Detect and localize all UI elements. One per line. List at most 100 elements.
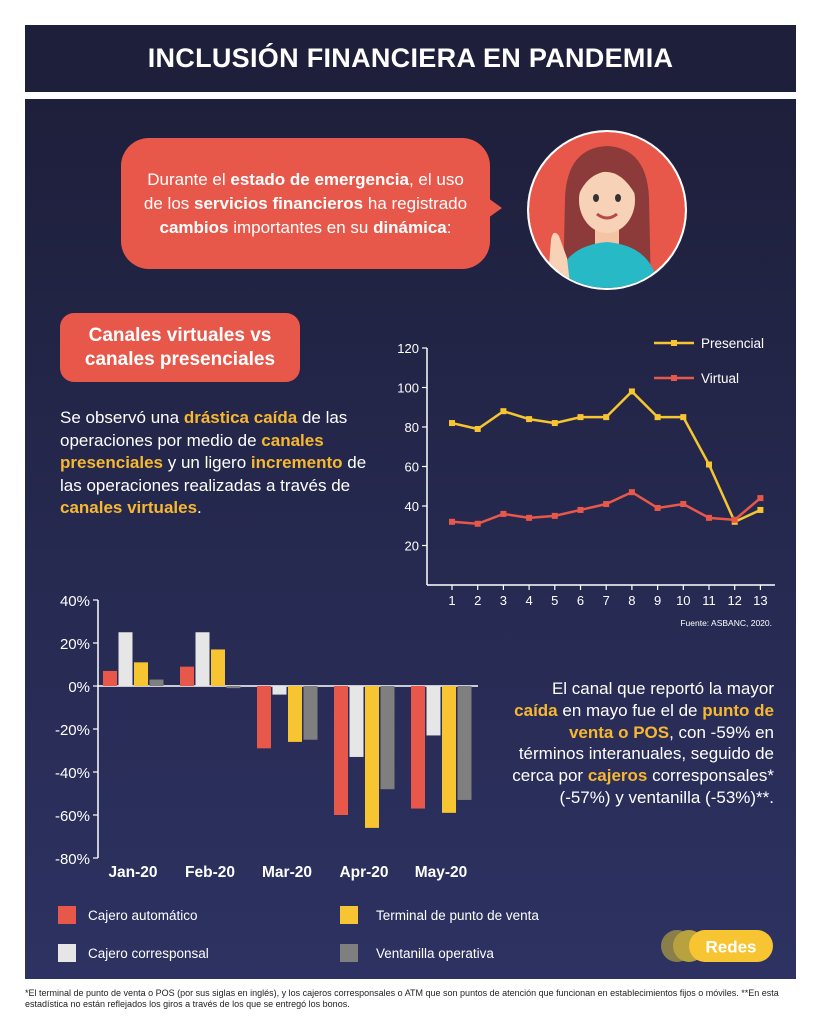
data-point-presencial xyxy=(654,414,661,421)
para-text: de las operaciones realizadas a través d… xyxy=(60,453,367,495)
bar-mar-20 xyxy=(303,686,318,740)
bubble-text: , el uso de los xyxy=(143,169,464,213)
bar-feb-20 xyxy=(180,666,194,686)
y-tick-label: 80 xyxy=(405,420,419,435)
x-tick-label: 2 xyxy=(474,593,481,608)
data-point-presencial xyxy=(680,414,687,421)
redes-logo: Redes xyxy=(661,930,773,962)
legend-terminal-pos: Terminal de punto de venta xyxy=(340,906,539,924)
bubble-text-bold: dinámica xyxy=(373,217,447,237)
bar-feb-20 xyxy=(226,686,241,689)
bar-may-20 xyxy=(426,686,441,736)
data-point-virtual xyxy=(526,514,533,521)
para-text: de las operaciones por medio de xyxy=(60,408,348,450)
data-point-presencial xyxy=(577,414,584,421)
para-text: , con -59% en términos interanuales, seg… xyxy=(512,722,774,786)
x-tick-label: 4 xyxy=(525,593,532,608)
y-tick-label: 20 xyxy=(405,539,419,554)
y-tick-label: 60 xyxy=(405,460,419,475)
legend-swatch xyxy=(340,944,358,962)
data-point-presencial xyxy=(757,506,764,513)
para-highlight: canales virtuales xyxy=(60,498,198,517)
pos-decline-text: El canal que reportó la mayor caída en m… xyxy=(506,678,774,809)
legend-cajero-automatico: Cajero automático xyxy=(58,906,198,924)
bubble-tail xyxy=(488,198,502,218)
bar-mar-20 xyxy=(257,686,271,749)
bubble-text: ha registrado xyxy=(363,193,468,213)
y-tick-label: 120 xyxy=(397,341,419,356)
bar-mar-20 xyxy=(288,686,302,742)
y-tick-label: 40% xyxy=(60,593,90,610)
x-tick-label: May-20 xyxy=(415,864,468,881)
x-tick-label: 11 xyxy=(702,593,716,608)
page-title: INCLUSIÓN FINANCIERA EN PANDEMIA xyxy=(25,25,796,92)
x-tick-label: 10 xyxy=(676,593,690,608)
para-text: . xyxy=(197,498,202,517)
x-tick-label: 1 xyxy=(448,593,455,608)
x-tick-label: 7 xyxy=(603,593,610,608)
legend-marker xyxy=(671,340,677,346)
x-tick-label: 5 xyxy=(551,593,558,608)
para-text: en mayo fue el de xyxy=(557,700,703,720)
data-point-virtual xyxy=(500,510,507,517)
section-title: Canales virtuales vs canales presenciale… xyxy=(60,313,300,382)
bar-jan-20 xyxy=(134,662,148,686)
para-highlight: punto de venta o POS xyxy=(568,700,774,742)
bar-apr-20 xyxy=(380,686,395,790)
data-point-virtual xyxy=(757,495,764,502)
legend-label: Ventanilla operativa xyxy=(376,945,494,961)
data-point-virtual xyxy=(474,520,481,527)
bar-may-20 xyxy=(457,686,472,800)
data-point-presencial xyxy=(526,416,533,423)
legend-swatch xyxy=(58,906,76,924)
para-highlight: incremento xyxy=(250,453,343,472)
para-text: y un ligero xyxy=(163,453,251,472)
data-point-virtual xyxy=(628,489,635,496)
data-point-virtual xyxy=(577,506,584,513)
y-tick-label: -80% xyxy=(55,851,90,868)
virtual-vs-presencial-text: Se observó una drástica caída de las ope… xyxy=(60,407,380,520)
logo-text: Redes xyxy=(705,938,756,957)
data-point-virtual xyxy=(449,518,455,525)
legend-cajero-corresponsal: Cajero corresponsal xyxy=(58,944,209,962)
y-tick-label: 20% xyxy=(60,636,90,653)
y-tick-label: 100 xyxy=(397,381,419,396)
data-point-virtual xyxy=(654,504,661,511)
legend-marker xyxy=(671,375,677,381)
data-point-presencial xyxy=(706,461,712,468)
x-tick-label: 3 xyxy=(500,593,507,608)
legend-swatch xyxy=(340,906,358,924)
y-tick-label: -60% xyxy=(55,808,90,825)
bubble-text-bold: servicios financieros xyxy=(194,193,364,213)
data-point-presencial xyxy=(474,425,481,432)
bar-feb-20 xyxy=(211,649,225,686)
para-text: corresponsales* (-57%) y ventanilla (-53… xyxy=(559,766,774,807)
woman-avatar-icon xyxy=(527,130,687,290)
data-point-presencial xyxy=(449,420,455,427)
x-tick-label: 6 xyxy=(577,593,584,608)
para-highlight: caída xyxy=(514,700,558,720)
bar-mar-20 xyxy=(272,686,287,695)
bar-jan-20 xyxy=(118,632,133,686)
para-highlight: drástica caída xyxy=(183,408,298,427)
x-tick-label: Jan-20 xyxy=(108,864,157,881)
footnote: *El terminal de punto de venta o POS (po… xyxy=(25,988,779,1009)
speech-bubble: Durante el estado de emergencia, el uso … xyxy=(121,138,490,269)
bar-jan-20 xyxy=(103,670,117,686)
legend-label: Virtual xyxy=(701,371,739,386)
y-tick-label: -20% xyxy=(55,722,90,739)
bar-apr-20 xyxy=(349,686,364,757)
x-tick-label: 12 xyxy=(727,593,741,608)
para-text: El canal que reportó la mayor xyxy=(551,679,774,698)
bar-chart: 40% 20% 0% -20% -40% -60% -80% Jan-20 Feb-20 Mar-… xyxy=(55,593,478,881)
x-tick-label: 8 xyxy=(628,593,635,608)
bar-apr-20 xyxy=(365,686,379,828)
bar-jan-20 xyxy=(149,679,164,686)
data-point-virtual xyxy=(551,512,558,519)
x-tick-label: Mar-20 xyxy=(262,864,312,881)
bubble-text-bold: estado de emergencia xyxy=(230,169,409,189)
data-point-presencial xyxy=(603,414,610,421)
y-tick-label: 0% xyxy=(68,679,90,696)
data-point-virtual xyxy=(680,501,687,508)
